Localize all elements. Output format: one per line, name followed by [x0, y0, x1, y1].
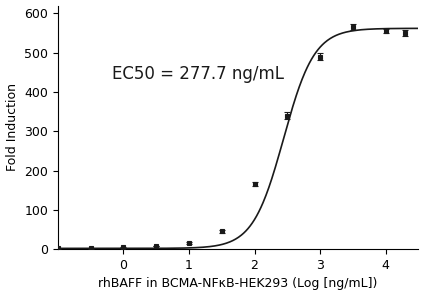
Y-axis label: Fold Induction: Fold Induction: [6, 83, 19, 171]
Text: EC50 = 277.7 ng/mL: EC50 = 277.7 ng/mL: [112, 65, 284, 83]
X-axis label: rhBAFF in BCMA-NFκB-HEK293 (Log [ng/mL]): rhBAFF in BCMA-NFκB-HEK293 (Log [ng/mL]): [98, 277, 378, 290]
